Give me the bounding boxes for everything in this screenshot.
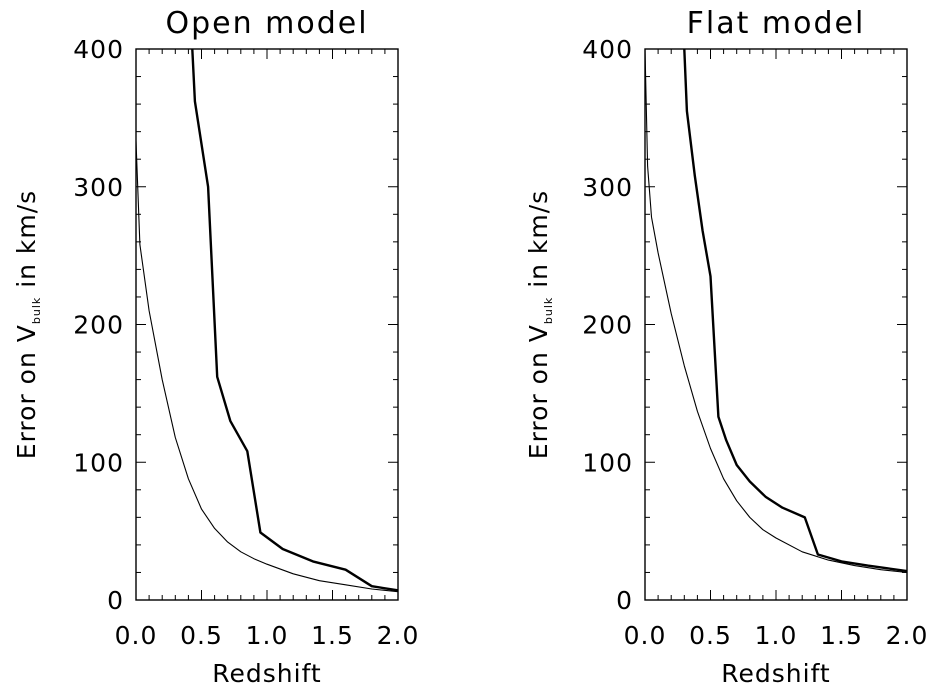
x-tick-label: 0.0 [115,621,158,650]
y-axis-label: Error on Vbulk in km/s [524,190,555,459]
thick-curve [683,49,907,573]
x-tick-label: 0.5 [180,621,223,650]
y-tick-label: 400 [582,35,633,64]
y-tick-label: 200 [582,311,633,340]
y-tick-label: 0 [616,586,633,615]
x-tick-label: 1.0 [246,621,289,650]
y-axis-label-subscript: bulk [542,297,555,324]
x-tick-label: 1.5 [311,621,354,650]
y-tick-label: 300 [582,173,633,202]
plot-frame [135,48,399,601]
x-axis-label: Redshift [721,659,830,688]
x-tick-label: 0.5 [689,621,732,650]
y-axis-label: Error on Vbulk in km/s [12,190,43,459]
x-tick-label: 2.0 [377,621,420,650]
y-tick-label: 400 [73,35,124,64]
y-axis-label-prefix: Error on V [524,324,553,459]
x-axis-label: Redshift [212,659,321,688]
x-tick-label: 1.0 [755,621,798,650]
y-axis-label-suffix: in km/s [524,190,553,297]
chart-title: Flat model [687,6,866,41]
y-tick-label: 0 [107,586,124,615]
thin-curve [645,49,907,574]
chart-title: Open model [165,6,368,41]
thick-curve [191,49,398,592]
y-tick-label: 100 [582,448,633,477]
plot-frame [644,48,908,601]
y-tick-label: 300 [73,173,124,202]
x-tick-label: 1.5 [820,621,863,650]
y-axis-label-suffix: in km/s [12,190,41,297]
flat-model-panel: Flat model 0.0 0.5 1.0 1.5 2.0 0 100 200 300 400 Re… [524,6,929,688]
x-tick-label: 0.0 [624,621,667,650]
y-axis-label-subscript: bulk [30,297,43,324]
open-model-panel: Open model 0.0 0.5 1.0 1.5 2.0 0 100 200 300 400 Re… [12,6,420,688]
y-tick-label: 200 [73,311,124,340]
thin-curve [136,141,398,593]
y-tick-label: 100 [73,448,124,477]
x-tick-label: 2.0 [886,621,929,650]
y-axis-label-prefix: Error on V [12,324,41,459]
